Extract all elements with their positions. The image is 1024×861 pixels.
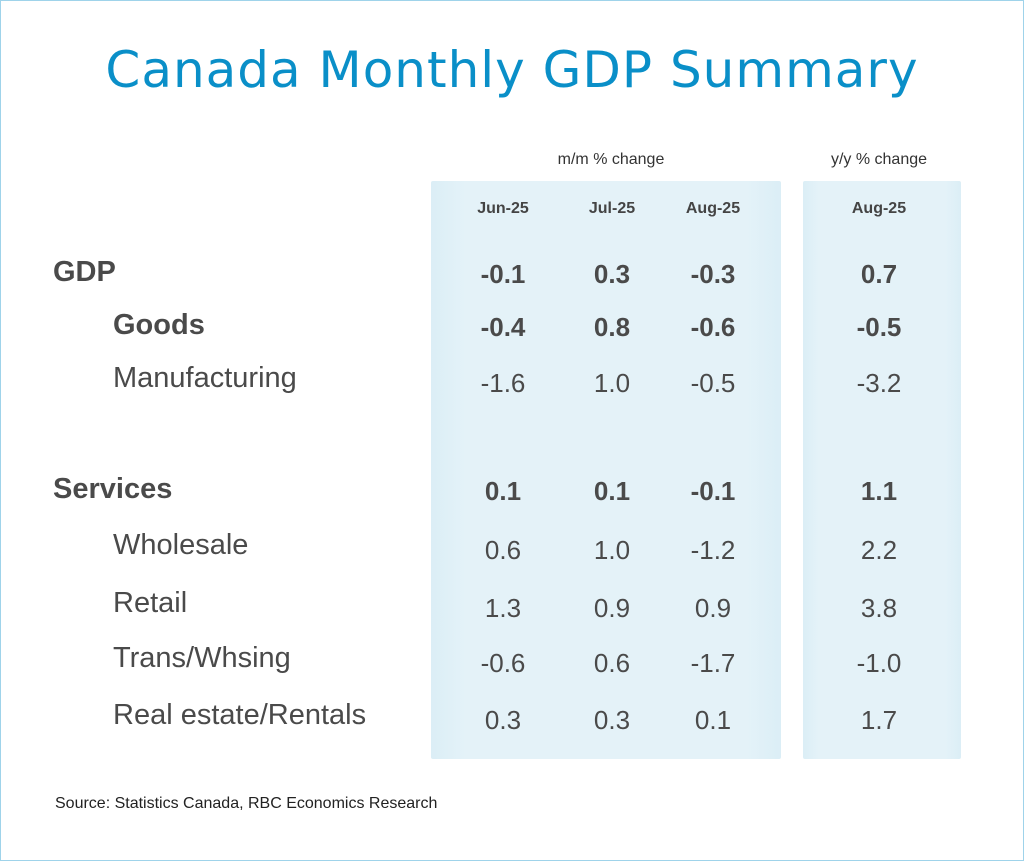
table-cell: -1.7: [690, 648, 736, 678]
table-cell: 0.9: [593, 593, 631, 623]
column-header: Aug-25: [685, 200, 741, 217]
row-label: Real estate/Rentals: [113, 699, 367, 731]
table-cell: 3.8: [860, 593, 898, 623]
table-cell: 1.3: [484, 593, 522, 623]
row-label: Wholesale: [113, 529, 249, 561]
table-cell: 1.1: [860, 476, 898, 506]
table-cell: 0.6: [593, 648, 631, 678]
table-cell: 0.3: [484, 705, 522, 735]
table-cell: 0.6: [484, 535, 522, 565]
table-cell: 0.8: [593, 312, 631, 342]
row-label: Goods: [113, 309, 205, 341]
table-cell: 2.2: [860, 535, 898, 565]
table-cell: 0.3: [593, 705, 631, 735]
table-cell: -0.6: [690, 312, 736, 342]
column-header: Jun-25: [477, 200, 529, 217]
table-cell: 1.7: [860, 705, 898, 735]
table-cell: -0.1: [480, 259, 526, 289]
table-cell: 0.3: [593, 259, 631, 289]
table-cell: 1.0: [593, 535, 631, 565]
chart-title: Canada Monthly GDP Summary: [105, 41, 919, 99]
row-label: Retail: [113, 587, 188, 619]
row-label: Services: [53, 473, 173, 505]
table-cell: -0.5: [690, 368, 736, 398]
source-note: Source: Statistics Canada, RBC Economics…: [55, 795, 438, 812]
table-cell: 0.1: [593, 476, 631, 506]
yy-change-panel: [803, 181, 961, 759]
table-cell: 0.7: [860, 259, 898, 289]
row-label: Manufacturing: [113, 362, 297, 394]
table-cell: -0.6: [480, 648, 526, 678]
column-header: Jul-25: [588, 200, 636, 217]
table-cell: -1.6: [480, 368, 526, 398]
mm-change-panel: [431, 181, 781, 759]
table-cell: 0.1: [694, 705, 732, 735]
table-cell: -1.2: [690, 535, 736, 565]
group-header-mm: m/m % change: [557, 151, 665, 168]
row-label: GDP: [53, 256, 116, 288]
group-header-yy: y/y % change: [830, 151, 928, 168]
table-cell: 0.1: [484, 476, 522, 506]
table-cell: -1.0: [856, 648, 902, 678]
table-cell: 1.0: [593, 368, 631, 398]
table-cell: -0.5: [856, 312, 902, 342]
column-header: Aug-25: [851, 200, 907, 217]
table-cell: -0.4: [480, 312, 526, 342]
row-label: Trans/Whsing: [113, 642, 291, 674]
table-cell: -0.3: [690, 259, 736, 289]
table-cell: -0.1: [690, 476, 736, 506]
table-cell: -3.2: [856, 368, 902, 398]
table-cell: 0.9: [694, 593, 732, 623]
